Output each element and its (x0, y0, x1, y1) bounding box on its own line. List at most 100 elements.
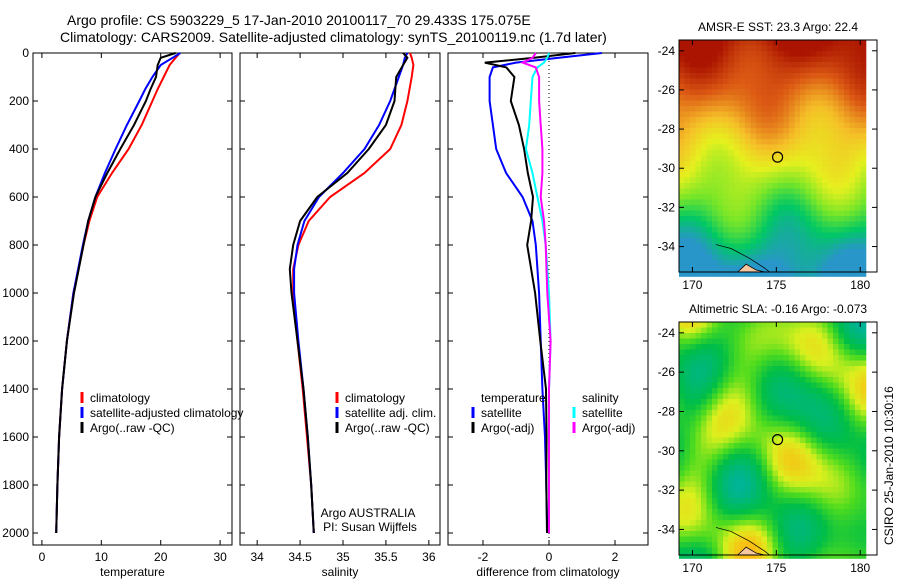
legend-label-sat: satellite-adjusted climatology (90, 406, 243, 420)
heatmap-cell (701, 155, 707, 162)
heatmap-cell (690, 139, 696, 145)
heatmap-cell (684, 404, 691, 411)
heatmap-cell (684, 382, 691, 389)
heatmap-cell (772, 393, 779, 400)
heatmap-cell (728, 547, 735, 554)
heatmap-cell (739, 333, 746, 339)
heatmap-cell (734, 349, 740, 356)
heatmap-cell (811, 476, 817, 482)
heatmap-cell (844, 227, 850, 233)
heatmap-cell (761, 322, 768, 328)
heatmap-cell (728, 520, 735, 526)
heatmap-cell (778, 45, 784, 52)
heatmap-cell (811, 470, 817, 477)
heatmap-cell (827, 238, 834, 244)
heatmap-cell (811, 128, 817, 134)
heatmap-cell (860, 199, 867, 206)
heatmap-cell (750, 144, 757, 151)
heatmap-cell (750, 432, 757, 438)
heatmap-cell (816, 487, 823, 493)
heatmap-cell (860, 322, 867, 328)
heatmap-cell (855, 84, 861, 90)
heatmap-cell (778, 227, 784, 233)
heatmap-cell (789, 344, 795, 350)
heatmap-cell (805, 344, 812, 350)
heatmap-cell (756, 89, 762, 96)
heatmap-cell (794, 536, 801, 543)
heatmap-cell (805, 415, 812, 422)
heatmap-cell (750, 355, 757, 361)
heatmap-cell (756, 133, 762, 140)
heatmap-cell (794, 327, 801, 334)
heatmap-cell (717, 155, 724, 162)
heatmap-cell (767, 128, 773, 134)
heatmap-cell (695, 547, 702, 554)
heatmap-cell (827, 547, 834, 554)
heatmap-cell (734, 481, 740, 488)
heatmap-cell (849, 62, 856, 68)
heatmap-cell (728, 155, 735, 162)
heatmap-cell (767, 40, 773, 46)
heatmap-cell (783, 371, 790, 378)
heatmap-cell (783, 399, 790, 405)
series-line-clim (292, 52, 415, 534)
heatmap-cell (783, 238, 790, 244)
heatmap-cell (833, 128, 839, 134)
map-title: AMSR-E SST: 23.3 Argo: 22.4 (698, 20, 858, 34)
heatmap-cell (789, 525, 795, 532)
heatmap-cell (855, 232, 861, 239)
heatmap-cell (778, 542, 784, 548)
heatmap-cell (816, 322, 823, 328)
heatmap-cell (794, 366, 801, 372)
heatmap-cell (860, 393, 867, 400)
heatmap-cell (860, 188, 867, 195)
heatmap-cell (816, 514, 823, 521)
heatmap-cell (772, 476, 779, 482)
heatmap-cell (822, 122, 828, 129)
heatmap-cell (723, 216, 729, 222)
heatmap-cell (761, 366, 768, 372)
heatmap-cell (778, 520, 784, 526)
heatmap-cell (800, 238, 806, 244)
heatmap-cell (739, 553, 746, 559)
heatmap-cell (712, 150, 718, 156)
heatmap-cell (816, 150, 823, 156)
heatmap-cell (805, 393, 812, 400)
heatmap-cell (756, 404, 762, 411)
y-tick-label: 2000 (2, 526, 29, 540)
heatmap-cell (833, 172, 839, 178)
heatmap-cell (761, 194, 768, 200)
heatmap-cell (728, 476, 735, 482)
heatmap-cell (734, 216, 740, 222)
heatmap-cell (811, 536, 817, 543)
heatmap-cell (761, 393, 768, 400)
heatmap-cell (833, 232, 839, 239)
heatmap-cell (679, 377, 685, 383)
heatmap-cell (860, 553, 867, 559)
heatmap-cell (855, 366, 861, 372)
heatmap-cell (772, 117, 779, 123)
heatmap-cell (855, 210, 861, 217)
y-tick-label: -30 (658, 444, 676, 458)
heatmap-cell (783, 531, 790, 537)
heatmap-cell (783, 366, 790, 372)
heatmap-cell (734, 100, 740, 107)
heatmap-cell (789, 503, 795, 510)
heatmap-cell (778, 382, 784, 389)
legend-label-sat: satellite (481, 406, 522, 420)
heatmap-cell (679, 410, 685, 416)
heatmap-cell (811, 106, 817, 112)
heatmap-cell (811, 531, 817, 537)
heatmap-cell (849, 498, 856, 504)
heatmap-cell (679, 205, 685, 211)
heatmap-cell (756, 265, 762, 272)
heatmap-cell (761, 553, 768, 559)
heatmap-cell (778, 327, 784, 334)
heatmap-cell (684, 366, 691, 372)
heatmap-cell (723, 371, 729, 378)
heatmap-cell (800, 73, 806, 79)
heatmap-cell (717, 426, 724, 433)
heatmap-cell (827, 254, 834, 261)
heatmap-cell (745, 432, 751, 438)
heatmap-cell (844, 448, 850, 455)
